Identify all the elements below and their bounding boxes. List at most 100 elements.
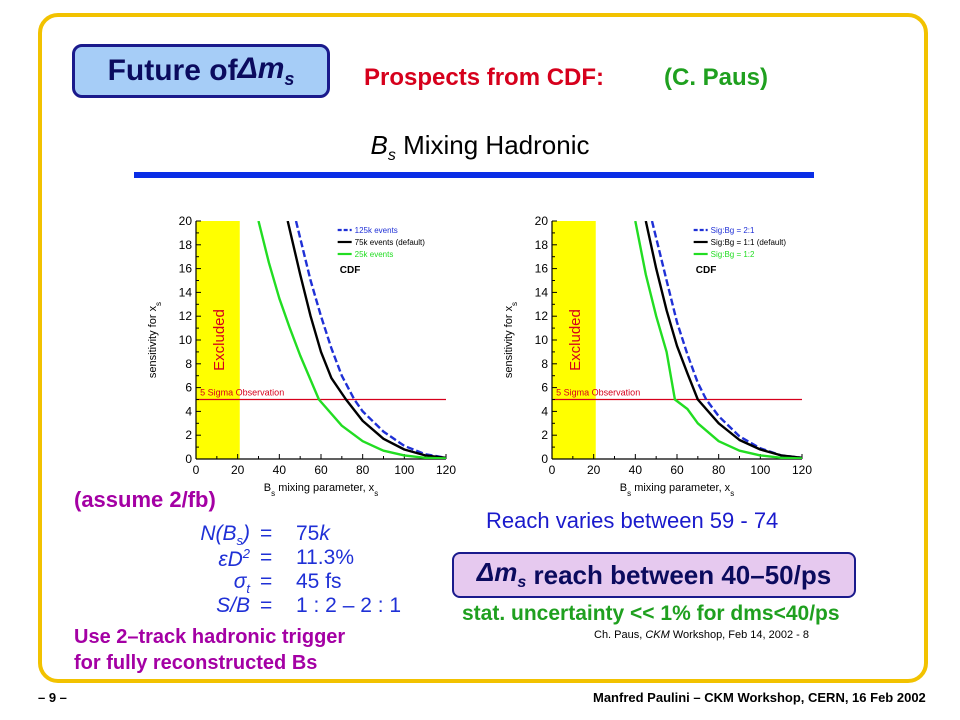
legend-label: Sig:Bg = 1:1 (default) (711, 238, 787, 247)
subtitle-b: B (370, 130, 388, 160)
equation-op: = (260, 546, 273, 569)
equation-row: N(Bs) = 75k (120, 522, 420, 549)
equation-row: S/B = 1 : 2 – 2 : 1 (120, 594, 420, 618)
y-tick-label: 8 (541, 357, 548, 371)
y-tick-label: 14 (179, 285, 193, 299)
threshold-label: 5 Sigma Observation (556, 388, 640, 398)
y-axis-label: sensitivity for xs (147, 302, 163, 378)
y-tick-label: 4 (185, 404, 192, 418)
legend-label: 75k events (default) (355, 238, 426, 247)
equation-lhs: N(Bs) (200, 522, 250, 549)
stat-uncertainty-note: stat. uncertainty << 1% for dms<40/ps (462, 602, 840, 625)
title-symbol: Δms (237, 52, 295, 89)
page-number: – 9 – (38, 690, 67, 705)
y-tick-label: 20 (535, 214, 549, 228)
y-tick-label: 6 (541, 381, 548, 395)
subtitle-sub: s (387, 147, 396, 165)
slide-frame (38, 13, 928, 683)
equation-rhs: 75k (296, 522, 330, 545)
cdf-label: CDF (696, 265, 717, 276)
legend-label: Sig:Bg = 1:2 (711, 250, 755, 259)
equation-row: σt = 45 fs (120, 570, 420, 597)
prospects-heading: Prospects from CDF: (364, 64, 605, 91)
x-tick-label: 0 (549, 463, 556, 477)
series-line-2 (286, 221, 446, 459)
x-tick-label: 120 (436, 463, 456, 477)
equation-rhs: 11.3% (296, 546, 354, 569)
x-axis-label: Bs mixing parameter, xs (620, 482, 734, 498)
equation-lhs: S/B (216, 594, 250, 617)
equation-op: = (260, 570, 273, 593)
title-prefix: Future of (107, 54, 238, 87)
y-tick-label: 16 (535, 262, 549, 276)
x-tick-label: 100 (394, 463, 414, 477)
excluded-label: Excluded (567, 309, 584, 371)
x-tick-label: 120 (792, 463, 812, 477)
chart-section-title: Bs Mixing Hadronic (0, 130, 960, 165)
x-tick-label: 80 (356, 463, 370, 477)
threshold-label: 5 Sigma Observation (200, 388, 284, 398)
x-tick-label: 80 (712, 463, 726, 477)
x-tick-label: 40 (629, 463, 643, 477)
x-tick-label: 20 (587, 463, 601, 477)
reach-text: reach between 40–50/ps (526, 559, 832, 590)
y-tick-label: 6 (185, 381, 192, 395)
y-tick-label: 18 (535, 238, 549, 252)
series-line-2 (644, 221, 802, 459)
author-label: (C. Paus) (664, 64, 769, 91)
series-line-1 (294, 221, 446, 459)
cdf-label: CDF (340, 265, 361, 276)
y-tick-label: 0 (541, 452, 548, 466)
excluded-region (196, 221, 240, 459)
reach-symbol: Δms (476, 557, 527, 592)
citation: Ch. Paus, CKM Workshop, Feb 14, 2002 - 8 (594, 629, 810, 641)
y-tick-label: 20 (179, 214, 193, 228)
footer-credit: Manfred Paulini – CKM Workshop, CERN, 16… (593, 690, 926, 705)
legend-label: 125k events (355, 226, 398, 235)
equation-row: εD2 = 11.3% (120, 546, 420, 571)
reach-varies-note: Reach varies between 59 - 74 (486, 508, 779, 533)
equation-op: = (260, 522, 273, 545)
x-tick-label: 20 (231, 463, 245, 477)
excluded-label: Excluded (211, 309, 228, 371)
y-tick-label: 18 (179, 238, 193, 252)
y-tick-label: 8 (185, 357, 192, 371)
legend-label: Sig:Bg = 2:1 (711, 226, 755, 235)
x-tick-label: 60 (670, 463, 684, 477)
reach-summary-box: Δms reach between 40–50/ps (452, 552, 856, 598)
x-axis-label: Bs mixing parameter, xs (264, 482, 378, 498)
legend-label: 25k events (355, 250, 394, 259)
y-tick-label: 12 (535, 309, 549, 323)
assumption-heading: (assume 2/fb) (74, 487, 216, 512)
section-divider (134, 172, 814, 178)
subtitle-rest: Mixing Hadronic (395, 130, 590, 160)
y-tick-label: 4 (541, 404, 548, 418)
y-tick-label: 2 (541, 428, 548, 442)
series-line-3 (634, 221, 802, 459)
sensitivity-chart-sigbg: Excluded 5 Sigma Observation 0 2 4 6 8 10 12 14 16… (503, 214, 812, 498)
trigger-line-1: Use 2–track hadronic trigger (74, 626, 346, 648)
y-tick-label: 16 (179, 262, 193, 276)
x-tick-label: 0 (193, 463, 200, 477)
trigger-line-2: for fully reconstructed Bs (74, 652, 318, 674)
y-axis-label: sensitivity for xs (503, 302, 519, 378)
equation-rhs: 1 : 2 – 2 : 1 (296, 594, 402, 617)
x-tick-label: 40 (273, 463, 287, 477)
excluded-region (552, 221, 596, 459)
trigger-note: Use 2–track hadronic trigger for fully r… (74, 624, 345, 676)
x-tick-label: 60 (314, 463, 328, 477)
equation-rhs: 45 fs (296, 570, 342, 593)
assumption-equations: N(Bs) = 75k εD2 = 11.3% σt = 45 fs S/B =… (120, 522, 420, 618)
y-tick-label: 0 (185, 452, 192, 466)
x-tick-label: 100 (750, 463, 770, 477)
series-line-3 (257, 221, 446, 459)
y-tick-label: 14 (535, 285, 549, 299)
y-tick-label: 10 (179, 333, 193, 347)
slide-title: Future of Δms (72, 44, 330, 98)
y-tick-label: 2 (185, 428, 192, 442)
y-tick-label: 12 (179, 309, 193, 323)
equation-lhs: σt (233, 570, 250, 597)
equation-op: = (260, 594, 273, 617)
y-tick-label: 10 (535, 333, 549, 347)
equation-lhs: εD2 (218, 546, 250, 571)
